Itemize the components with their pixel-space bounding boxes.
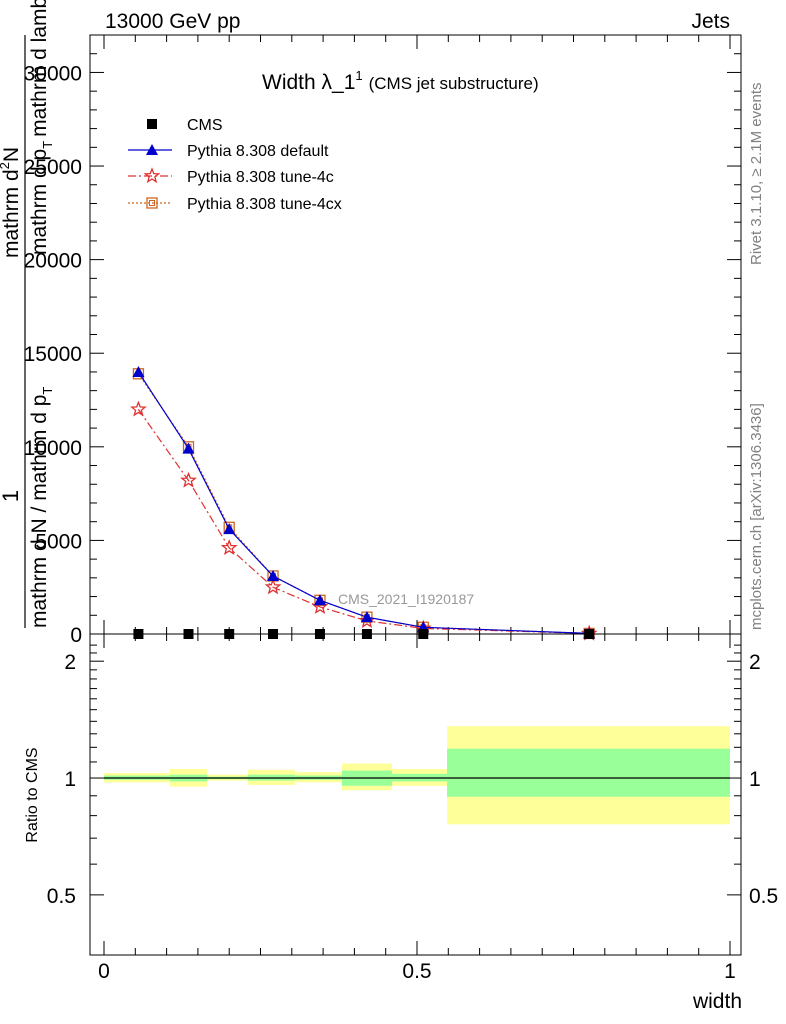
- analysis-watermark: CMS_2021_I1920187: [338, 591, 474, 607]
- ylabel-numerator-2-pt: mathrm d p: [28, 149, 51, 255]
- ratio-y-tick-label-left: 1: [64, 768, 76, 791]
- ylabel-numerator-2: mathrm d pTmathrm d lambda: [28, 0, 55, 255]
- ylabel-numerator-2-sub: T: [40, 141, 55, 149]
- ylabel-denominator-sub: T: [40, 387, 55, 395]
- x-tick-label: 0.5: [402, 960, 431, 983]
- data-point-open-square-outer: [146, 197, 158, 209]
- ylabel-denominator-main: mathrm d N / mathrm d p: [28, 395, 51, 628]
- ratio-ticks: 0.5 0.5 1 1 2 2 0 0.5 1: [47, 634, 778, 983]
- ratio-band-inner: [447, 748, 730, 797]
- legend-item: CMS: [147, 117, 223, 134]
- data-point-star: [264, 578, 282, 595]
- legend: CMS Pythia 8.308 default Pythia 8.308 tune…: [128, 117, 342, 213]
- data-point-open-square: [146, 197, 158, 209]
- ratio-y-tick-label-right: 2: [749, 651, 761, 674]
- ratio-y-tick-label-right: 0.5: [749, 885, 778, 908]
- legend-item: Pythia 8.308 default: [128, 143, 329, 160]
- legend-label: CMS: [187, 117, 223, 134]
- data-point-open-square-inner: [149, 200, 155, 206]
- y-tick-label: 10000: [24, 437, 82, 460]
- data-point-square: [147, 119, 157, 129]
- legend-label: Pythia 8.308 default: [187, 143, 329, 160]
- data-point-triangle: [182, 442, 195, 454]
- ylabel-one: 1: [0, 490, 23, 502]
- legend-item: Pythia 8.308 tune-4c: [128, 167, 334, 186]
- header-category-label: Jets: [691, 10, 730, 33]
- data-point-triangle: [267, 569, 280, 581]
- x-tick-label: 1: [724, 960, 736, 983]
- ylabel-numerator: mathrm d2N: [0, 147, 23, 258]
- data-point-triangle: [146, 144, 158, 155]
- main-ylabel: 1 mathrm d N / mathrm d pT mathrm d2N ma…: [0, 0, 55, 628]
- data-point-star: [220, 539, 238, 556]
- data-point-star: [130, 400, 147, 417]
- header-collision-label: 13000 GeV pp: [105, 10, 240, 33]
- y-tick-label: 0: [70, 624, 82, 647]
- x-tick-label: 0: [98, 960, 110, 983]
- legend-item: Pythia 8.308 tune-4cx: [128, 196, 342, 213]
- legend-label: Pythia 8.308 tune-4c: [187, 169, 334, 186]
- y-tick-label: 30000: [24, 62, 82, 85]
- ratio-plot-panel: 0.5 0.5 1 1 2 2 0 0.5 1 Ratio to CMS width: [24, 633, 778, 1013]
- ylabel-numerator-d: mathrm d: [0, 169, 23, 258]
- main-plot-panel: 0 5000 10000 15000 20000 25000 30000 Width λ_1…: [24, 34, 742, 647]
- ratio-ylabel: Ratio to CMS: [24, 747, 41, 842]
- ratio-bands-group: [104, 726, 730, 825]
- ratio-plot-frame: [89, 633, 742, 956]
- plot-title-sup: 1: [355, 68, 362, 83]
- x-axis-label: width: [692, 990, 742, 1013]
- main-ticks: 0 5000 10000 15000 20000 25000 30000: [24, 35, 741, 647]
- rivet-version-label: Rivet 3.1.10, ≥ 2.1M events: [748, 83, 765, 266]
- ratio-y-tick-label-left: 2: [64, 651, 76, 674]
- ylabel-numerator-sup: 2: [0, 162, 12, 169]
- data-point-triangle: [223, 523, 236, 535]
- y-tick-label: 20000: [24, 250, 82, 273]
- legend-label: Pythia 8.308 tune-4cx: [187, 196, 342, 213]
- mcplots-source-label: mcplots.cern.ch [arXiv:1306.3436]: [748, 403, 765, 630]
- plot-title-sub: (CMS jet substructure): [369, 74, 539, 93]
- ratio-y-tick-label-right: 1: [749, 768, 761, 791]
- plot-title: Width λ_11 (CMS jet substructure): [262, 68, 539, 94]
- data-point-star: [143, 167, 161, 184]
- data-point-star: [180, 471, 197, 488]
- series-line: [137, 409, 590, 635]
- series-pythia-8-308-tune-4c: [130, 400, 598, 641]
- ylabel-denominator: mathrm d N / mathrm d pT: [28, 387, 55, 628]
- y-tick-label: 15000: [24, 343, 82, 366]
- series-line: [137, 371, 590, 634]
- data-point-triangle: [313, 594, 326, 606]
- ylabel-numerator-2-lambda: mathrm d lambda: [28, 0, 51, 137]
- y-tick-label: 25000: [24, 156, 82, 179]
- data-point-triangle: [132, 365, 145, 377]
- data-point-triangle: [360, 611, 373, 623]
- plot-title-main: Width λ_1: [262, 71, 355, 94]
- ylabel-numerator-n: N: [0, 147, 23, 162]
- y-tick-label: 5000: [35, 530, 82, 553]
- ratio-y-tick-label-left: 0.5: [47, 885, 76, 908]
